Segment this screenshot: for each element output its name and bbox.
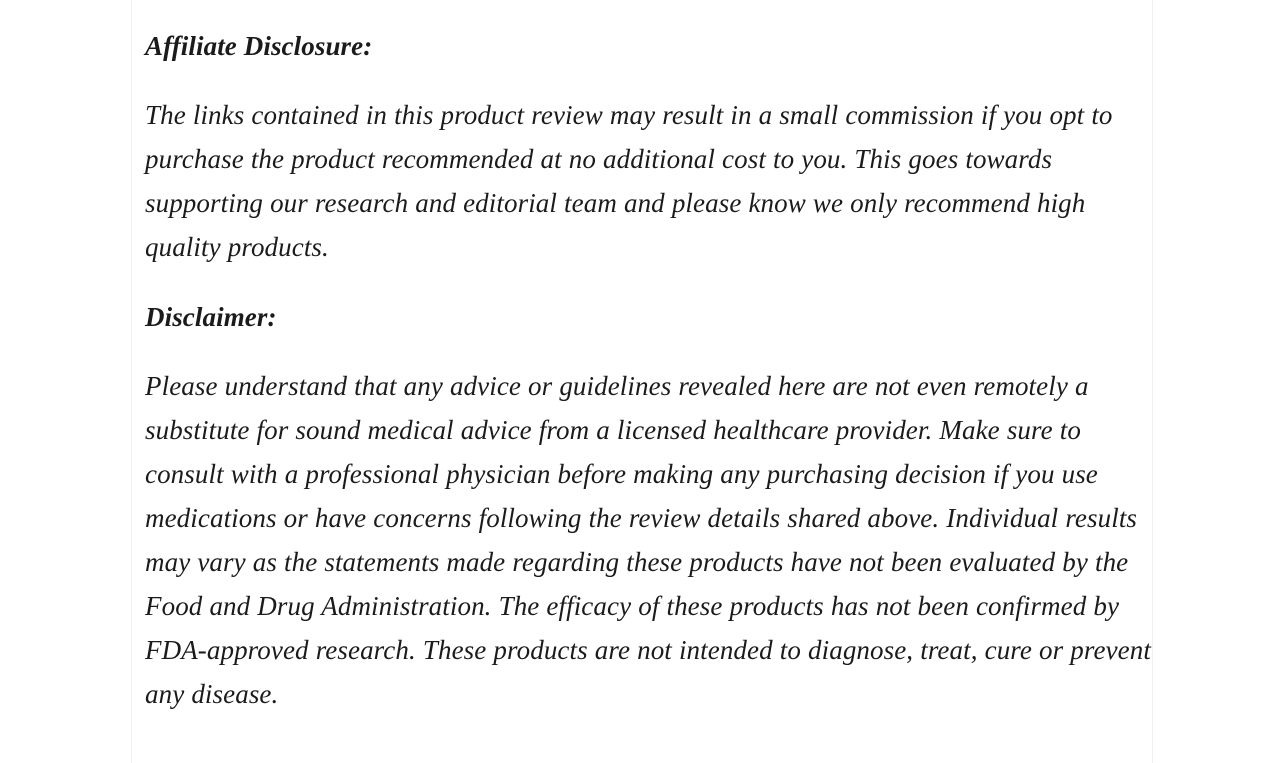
affiliate-disclosure-heading: Affiliate Disclosure: bbox=[145, 31, 373, 61]
spacer-affiliate-heading-body bbox=[145, 68, 1151, 93]
disclaimer-heading: Disclaimer: bbox=[145, 302, 277, 332]
content-column-left-rule bbox=[131, 0, 132, 763]
spacer-disclaimer-heading-body bbox=[145, 339, 1151, 364]
affiliate-disclosure-paragraph: The links contained in this product revi… bbox=[145, 100, 1113, 262]
spacer-affiliate-body-disclaimer-heading bbox=[145, 269, 1151, 295]
disclaimer-paragraph: Please understand that any advice or gui… bbox=[145, 371, 1151, 709]
article-content: Affiliate Disclosure: The links containe… bbox=[145, 0, 1151, 716]
content-column-right-rule bbox=[1152, 0, 1153, 763]
top-spacer bbox=[145, 0, 1151, 24]
